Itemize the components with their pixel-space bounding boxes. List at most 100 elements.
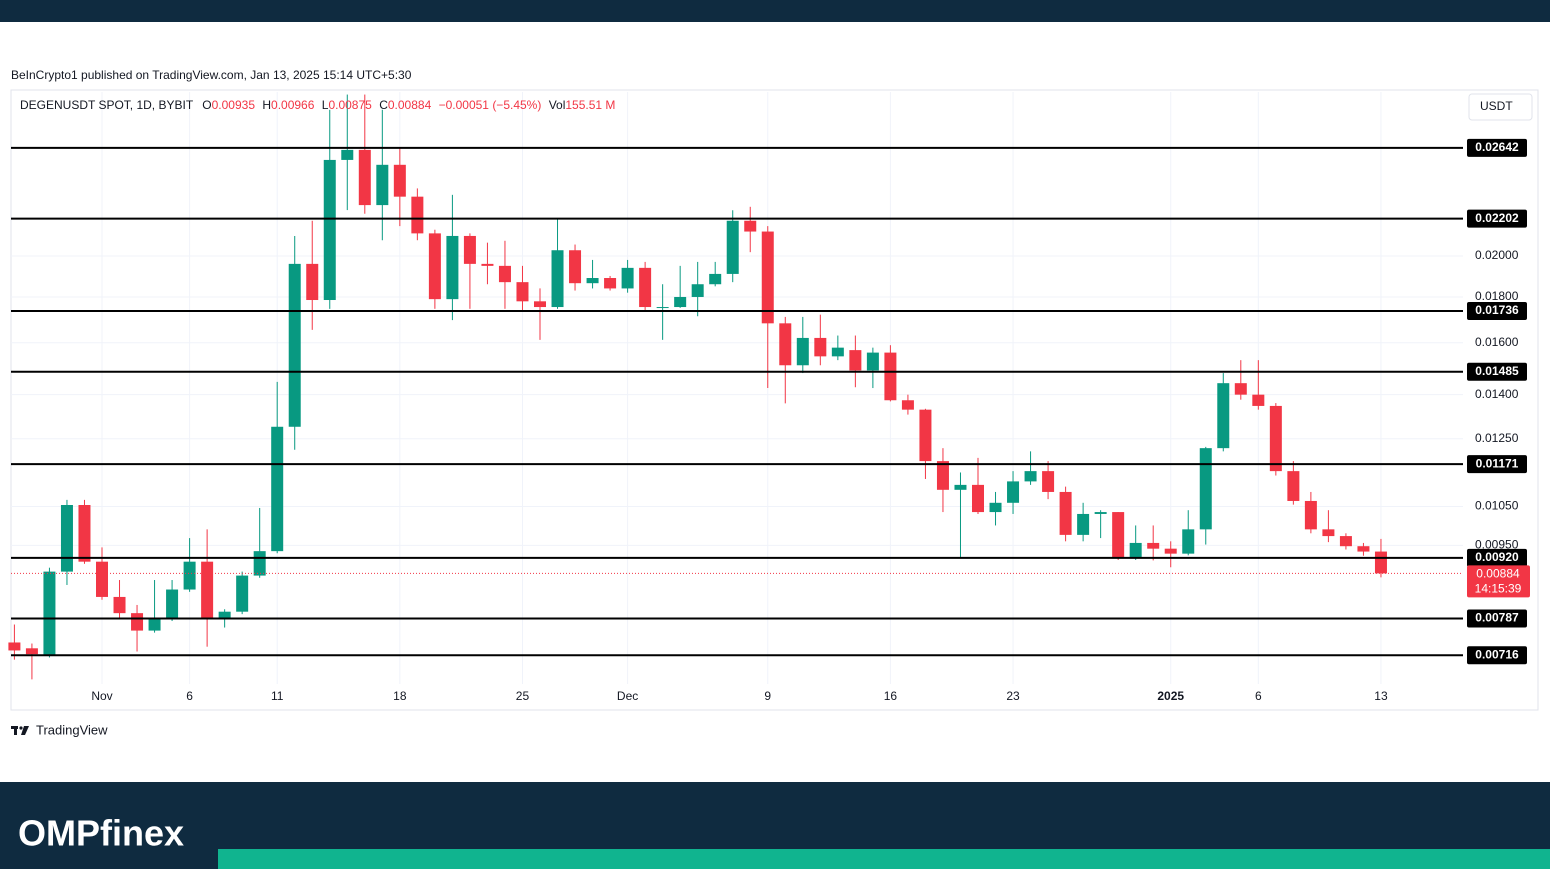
currency-button[interactable] <box>1468 93 1533 121</box>
x-tick-label: Dec <box>617 689 638 703</box>
candle-body <box>796 337 809 366</box>
countdown: 14:15:39 <box>1475 582 1522 596</box>
candle-body <box>884 352 897 401</box>
legend-c-value: 0.00884 <box>388 98 432 112</box>
x-tick-label: 25 <box>516 689 530 703</box>
candle-body <box>236 575 249 612</box>
level-tag <box>1467 138 1527 157</box>
candle-body <box>1199 448 1212 530</box>
legend-l: L <box>322 98 329 112</box>
candle-body <box>463 235 476 264</box>
plot: 0.02000 0.01800 0.01600 0.01400 0.01250 0.010… <box>8 92 1530 703</box>
candle-body <box>1304 500 1317 530</box>
candle-body <box>393 164 406 197</box>
x-tick-label: Nov <box>91 689 112 703</box>
published-note: BeInCrypto1 published on TradingView.com… <box>11 68 412 82</box>
legend-o: O <box>202 98 211 112</box>
candle-body <box>691 284 704 297</box>
candle-body <box>1322 529 1335 537</box>
candle-body <box>78 505 91 562</box>
candle-body <box>358 149 371 206</box>
candle-body <box>656 307 669 309</box>
candle-body <box>8 642 21 651</box>
y-tick-label: 0.01050 <box>1475 499 1519 513</box>
candle-body <box>411 196 424 234</box>
candle-body <box>814 337 827 357</box>
candle-body <box>1252 394 1265 406</box>
candle-body <box>218 611 231 620</box>
y-tick-label: 0.02000 <box>1475 248 1519 262</box>
candle-body <box>428 233 441 300</box>
symbol: DEGENUSDT SPOT, 1D, BYBIT <box>20 98 194 112</box>
x-tick-label: 6 <box>186 689 193 703</box>
tv-logo-icon <box>11 726 29 735</box>
candle-body <box>744 220 757 232</box>
level-label: 0.00920 <box>1475 550 1519 564</box>
candle-body <box>1217 383 1230 449</box>
candle-body <box>1094 512 1107 514</box>
candle-body <box>131 613 144 631</box>
y-tick-label: 0.01600 <box>1475 335 1519 349</box>
y-tick-label: 0.01250 <box>1475 431 1519 445</box>
y-tick-label: 0.01800 <box>1475 289 1519 303</box>
level-label: 0.02642 <box>1475 140 1519 154</box>
candle-body <box>989 502 1002 513</box>
candle-body <box>779 323 792 366</box>
level-label: 0.01485 <box>1475 364 1519 378</box>
x-tick-label: 9 <box>764 689 771 703</box>
candle-body <box>709 273 722 285</box>
candle-body <box>534 301 546 308</box>
level-tag <box>1467 548 1527 567</box>
candle-body <box>1269 405 1282 472</box>
chart-frame <box>10 89 1539 711</box>
candle-body <box>1129 542 1142 558</box>
candle-body <box>96 561 108 597</box>
candle-body <box>341 149 354 160</box>
candle-body <box>148 619 161 631</box>
legend-vol: Vol <box>549 98 566 112</box>
candle-body <box>1147 542 1160 549</box>
level-label: 0.01736 <box>1475 303 1519 317</box>
level-tag <box>1467 646 1527 665</box>
candle-body <box>1374 551 1387 574</box>
candle-body <box>201 561 214 620</box>
candle-body <box>113 596 126 614</box>
x-tick-label: 2025 <box>1157 689 1184 703</box>
level-label: 0.00716 <box>1475 647 1519 661</box>
candle-body <box>726 220 739 274</box>
level-tag <box>1467 609 1527 628</box>
candle-body <box>901 400 914 410</box>
legend-change: −0.00051 (−5.45%) <box>439 98 542 112</box>
candle-body <box>60 505 73 572</box>
candle-body <box>866 352 879 371</box>
legend: DEGENUSDT SPOT, 1D, BYBIT O0.00935 H0.00… <box>20 98 615 112</box>
x-tick-label: 6 <box>1255 689 1262 703</box>
candle-body <box>1287 471 1300 501</box>
candle-body <box>936 461 949 490</box>
candle-body <box>1357 546 1370 552</box>
candle-body <box>1112 512 1125 558</box>
candle-body <box>1042 471 1055 492</box>
level-tag <box>1467 362 1527 381</box>
candle-body <box>376 164 389 206</box>
candle-body <box>498 265 511 283</box>
candle-body <box>1077 513 1090 535</box>
tv-logo: TradingView <box>36 722 108 737</box>
candle-body <box>621 267 634 289</box>
x-tick-label: 16 <box>884 689 898 703</box>
candle-body <box>569 250 582 284</box>
candle-body <box>761 231 774 324</box>
legend-h-value: 0.00966 <box>271 98 315 112</box>
candle-body <box>1339 536 1352 547</box>
candle-body <box>586 278 599 284</box>
candle-body <box>288 263 301 427</box>
candle-body <box>323 159 336 301</box>
footer-accent <box>218 849 1550 869</box>
currency[interactable]: USDT <box>1480 99 1513 113</box>
candle-body <box>183 561 196 590</box>
candle-body <box>674 296 687 308</box>
level-label: 0.00787 <box>1475 611 1519 625</box>
candle-body <box>604 278 617 289</box>
